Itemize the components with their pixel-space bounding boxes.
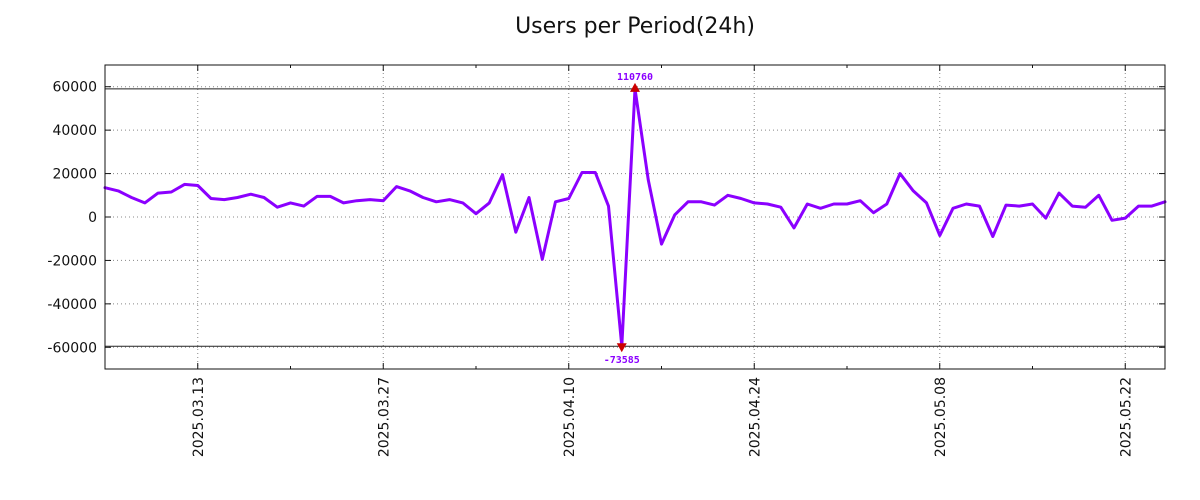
min-marker (616, 343, 627, 353)
chart-title: Users per Period(24h) (515, 14, 755, 39)
x-tick-label: 2025.04.10 (562, 377, 578, 457)
y-tick-label: 0 (88, 210, 97, 226)
y-tick-label: 60000 (52, 80, 97, 96)
min-label: -73585 (604, 355, 640, 366)
y-tick-label: -40000 (47, 297, 97, 313)
max-label: 110760 (617, 72, 653, 83)
x-tick-label: 2025.05.22 (1118, 377, 1134, 457)
max-marker (630, 82, 640, 92)
x-tick-label: 2025.04.24 (747, 377, 763, 457)
y-tick-label: 40000 (52, 123, 97, 139)
y-tick-label: -20000 (47, 253, 97, 269)
y-tick-label: 20000 (52, 167, 97, 183)
y-tick-label: -60000 (47, 340, 97, 356)
x-tick-label: 2025.05.08 (933, 377, 949, 457)
x-tick-label: 2025.03.27 (376, 377, 392, 457)
x-tick-label: 2025.03.13 (191, 377, 207, 457)
plot-frame (104, 64, 1166, 370)
